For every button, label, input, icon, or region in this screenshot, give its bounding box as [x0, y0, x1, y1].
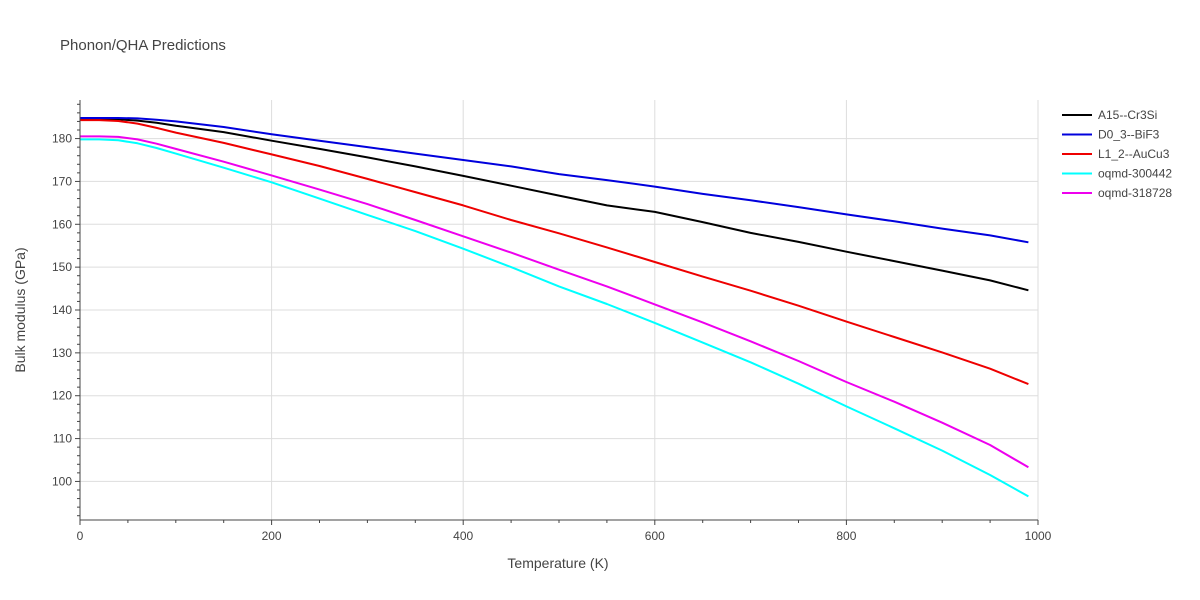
grid: [80, 100, 1039, 520]
x-axis-title: Temperature (K): [507, 555, 608, 571]
legend-label: oqmd-300442: [1098, 167, 1172, 181]
legend-label: A15--Cr3Si: [1098, 108, 1157, 122]
y-tick-label: 150: [52, 260, 72, 274]
x-tick-label: 200: [262, 529, 282, 543]
legend-label: D0_3--BiF3: [1098, 128, 1160, 142]
y-tick-label: 180: [52, 132, 72, 146]
series-line-oqmd-300442: [80, 138, 1029, 498]
series-lines: [80, 117, 1029, 498]
series-line-D0_3--BiF3: [80, 117, 1029, 244]
series-line-oqmd-318728: [80, 135, 1029, 469]
legend-label: L1_2--AuCu3: [1098, 147, 1170, 161]
y-tick-label: 160: [52, 217, 72, 231]
y-tick-label: 140: [52, 303, 72, 317]
y-tick-label: 170: [52, 174, 72, 188]
legend-label: oqmd-318728: [1098, 186, 1172, 200]
series-line-A15--Cr3Si: [80, 117, 1029, 292]
y-tick-label: 130: [52, 346, 72, 360]
x-tick-label: 1000: [1025, 529, 1052, 543]
series-line-L1_2--AuCu3: [80, 119, 1029, 386]
y-tick-label: 110: [53, 432, 72, 446]
legend: A15--Cr3Si D0_3--BiF3 L1_2--AuCu3 oqmd-3004…: [1062, 108, 1172, 200]
y-tick-label: 100: [52, 474, 72, 488]
x-tick-label: 0: [77, 529, 84, 543]
x-tick-label: 400: [453, 529, 473, 543]
y-tick-label: 120: [52, 389, 72, 403]
y-axis-title: Bulk modulus (GPa): [12, 247, 28, 372]
axes: 0 200 400 600 800 1000 100 110 120 130 140 150 160 17…: [52, 100, 1052, 543]
chart-title: Phonon/QHA Predictions: [60, 37, 226, 54]
x-tick-label: 800: [836, 529, 856, 543]
x-tick-label: 600: [645, 529, 665, 543]
